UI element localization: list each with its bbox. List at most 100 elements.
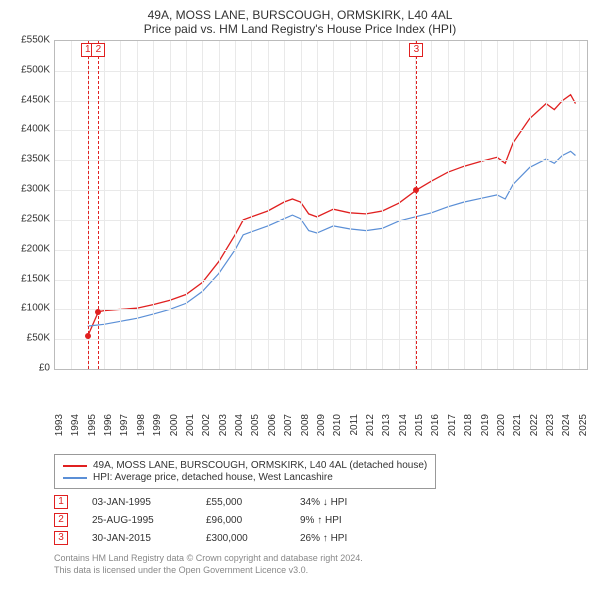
gridline-horizontal [55, 190, 587, 191]
gridline-horizontal [55, 130, 587, 131]
x-tick-label: 2017 [447, 414, 458, 436]
x-tick-label: 1994 [70, 414, 81, 436]
event-id-box: 3 [54, 531, 68, 545]
gridline-vertical [448, 41, 449, 369]
gridline-vertical [284, 41, 285, 369]
gridline-vertical [382, 41, 383, 369]
event-date: 30-JAN-2015 [92, 533, 182, 544]
event-price: £300,000 [206, 533, 276, 544]
plot-area: 123 [54, 40, 588, 370]
x-tick-label: 1997 [119, 414, 130, 436]
gridline-vertical [153, 41, 154, 369]
y-tick-label: £500K [21, 64, 50, 75]
x-tick-label: 2011 [349, 414, 360, 436]
event-marker-dot [413, 187, 419, 193]
gridline-horizontal [55, 160, 587, 161]
x-tick-label: 1999 [152, 414, 163, 436]
plot-wrap: £0£50K£100K£150K£200K£250K£300K£350K£400… [12, 40, 588, 410]
legend-item: HPI: Average price, detached house, West… [63, 472, 427, 483]
x-tick-label: 2000 [169, 414, 180, 436]
gridline-vertical [235, 41, 236, 369]
x-tick-label: 2016 [430, 414, 441, 436]
gridline-horizontal [55, 280, 587, 281]
x-tick-label: 2008 [300, 414, 311, 436]
gridline-horizontal [55, 220, 587, 221]
footer-attribution: Contains HM Land Registry data © Crown c… [54, 553, 588, 576]
x-tick-label: 2010 [332, 414, 343, 436]
gridline-vertical [202, 41, 203, 369]
legend-item: 49A, MOSS LANE, BURSCOUGH, ORMSKIRK, L40… [63, 460, 427, 471]
gridline-vertical [513, 41, 514, 369]
legend-box: 49A, MOSS LANE, BURSCOUGH, ORMSKIRK, L40… [54, 454, 436, 489]
x-tick-label: 2005 [250, 414, 261, 436]
chart-title-sub: Price paid vs. HM Land Registry's House … [12, 22, 588, 36]
gridline-vertical [317, 41, 318, 369]
x-tick-label: 2018 [463, 414, 474, 436]
x-tick-label: 1995 [87, 414, 98, 436]
x-tick-label: 2012 [365, 414, 376, 436]
event-price: £55,000 [206, 497, 276, 508]
gridline-vertical [251, 41, 252, 369]
gridline-vertical [366, 41, 367, 369]
event-delta: 9% ↑ HPI [300, 515, 390, 526]
event-row: 103-JAN-1995£55,00034% ↓ HPI [54, 495, 588, 509]
y-tick-label: £0 [39, 363, 50, 374]
event-id-box: 1 [54, 495, 68, 509]
gridline-vertical [562, 41, 563, 369]
x-tick-label: 2013 [381, 414, 392, 436]
title-block: 49A, MOSS LANE, BURSCOUGH, ORMSKIRK, L40… [12, 8, 588, 36]
event-marker-line [88, 41, 89, 369]
gridline-vertical [350, 41, 351, 369]
event-marker-dot [95, 309, 101, 315]
gridline-vertical [530, 41, 531, 369]
event-price: £96,000 [206, 515, 276, 526]
x-tick-label: 1998 [136, 414, 147, 436]
x-tick-label: 2024 [561, 414, 572, 436]
gridline-horizontal [55, 101, 587, 102]
chart-title-main: 49A, MOSS LANE, BURSCOUGH, ORMSKIRK, L40… [12, 8, 588, 22]
event-id-box: 2 [54, 513, 68, 527]
x-tick-label: 1993 [54, 414, 65, 436]
gridline-vertical [464, 41, 465, 369]
event-delta: 34% ↓ HPI [300, 497, 390, 508]
y-tick-label: £400K [21, 124, 50, 135]
y-tick-label: £50K [27, 333, 50, 344]
x-tick-label: 2002 [201, 414, 212, 436]
y-tick-label: £350K [21, 154, 50, 165]
gridline-vertical [579, 41, 580, 369]
gridline-horizontal [55, 71, 587, 72]
event-row: 225-AUG-1995£96,0009% ↑ HPI [54, 513, 588, 527]
event-marker-line [416, 41, 417, 369]
legend-label: 49A, MOSS LANE, BURSCOUGH, ORMSKIRK, L40… [93, 460, 427, 471]
gridline-horizontal [55, 309, 587, 310]
event-marker-line [98, 41, 99, 369]
line-series-svg [55, 41, 587, 369]
gridline-vertical [137, 41, 138, 369]
x-tick-label: 2003 [218, 414, 229, 436]
gridline-vertical [301, 41, 302, 369]
event-marker-box: 3 [409, 43, 423, 57]
legend-swatch [63, 465, 87, 467]
event-marker-box: 2 [91, 43, 105, 57]
gridline-vertical [71, 41, 72, 369]
series-line [88, 151, 576, 326]
y-tick-label: £450K [21, 94, 50, 105]
gridline-vertical [497, 41, 498, 369]
x-tick-label: 2015 [414, 414, 425, 436]
gridline-vertical [104, 41, 105, 369]
event-row: 330-JAN-2015£300,00026% ↑ HPI [54, 531, 588, 545]
gridline-vertical [170, 41, 171, 369]
gridline-vertical [399, 41, 400, 369]
gridline-vertical [219, 41, 220, 369]
event-marker-dot [85, 333, 91, 339]
y-tick-label: £100K [21, 303, 50, 314]
legend-swatch [63, 477, 87, 479]
gridline-vertical [481, 41, 482, 369]
y-tick-label: £300K [21, 184, 50, 195]
x-tick-label: 2009 [316, 414, 327, 436]
x-tick-label: 2022 [529, 414, 540, 436]
x-axis: 1993199419951996199719981999200020012002… [54, 410, 588, 450]
gridline-vertical [333, 41, 334, 369]
x-tick-label: 2001 [185, 414, 196, 436]
y-tick-label: £250K [21, 213, 50, 224]
